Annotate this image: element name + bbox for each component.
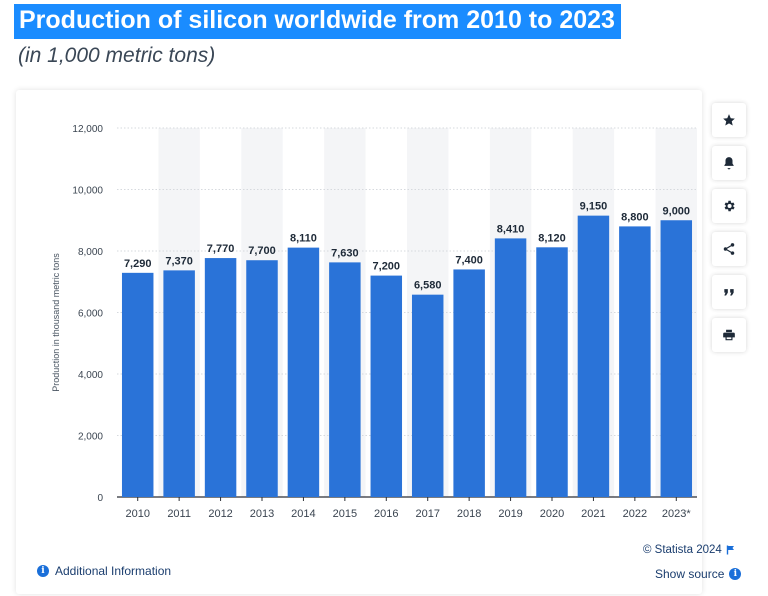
bar <box>370 275 403 497</box>
additional-information-link[interactable]: i Additional Information <box>37 564 171 578</box>
x-tick-label: 2018 <box>457 508 481 520</box>
bar <box>453 269 485 497</box>
x-tick-label: 2010 <box>125 508 149 520</box>
bell-icon <box>724 157 734 170</box>
flag-icon <box>726 545 734 555</box>
bar-chart: 0 2,000 4,000 6,000 8,000 10,000 12,000 Product… <box>51 124 697 520</box>
bar <box>494 238 527 497</box>
favorite-button[interactable] <box>712 103 746 137</box>
x-tick-label: 2014 <box>291 508 315 520</box>
bar <box>619 226 651 497</box>
data-label: 7,400 <box>455 254 483 266</box>
info-icon: i <box>37 565 49 577</box>
x-tick-label: 2015 <box>333 508 357 520</box>
y-tick-label: 4,000 <box>78 370 103 381</box>
gear-icon <box>724 200 735 212</box>
quote-icon <box>724 289 734 296</box>
y-tick-label: 0 <box>97 493 103 504</box>
bar <box>411 294 444 497</box>
x-tick-label: 2012 <box>208 508 232 520</box>
y-tick-label: 2,000 <box>78 432 103 443</box>
bar <box>329 262 361 497</box>
x-tick-label: 2023* <box>662 508 691 520</box>
bar <box>246 260 278 497</box>
info-icon: i <box>729 568 742 580</box>
star-icon <box>723 114 735 126</box>
data-label: 7,700 <box>248 245 276 257</box>
bar <box>121 272 154 497</box>
bar <box>287 247 320 497</box>
print-button[interactable] <box>712 318 746 352</box>
x-tick-label: 2016 <box>374 508 398 520</box>
data-label: 9,150 <box>580 201 608 213</box>
bar <box>163 270 195 497</box>
data-label: 8,800 <box>621 211 649 223</box>
bar <box>660 220 693 497</box>
page-title: Production of silicon worldwide from 201… <box>14 4 621 39</box>
bar <box>536 247 568 497</box>
data-label: 9,000 <box>663 205 691 217</box>
additional-information-label: Additional Information <box>55 564 172 578</box>
print-icon <box>723 329 735 341</box>
x-tick-label: 2019 <box>498 508 522 520</box>
settings-button[interactable] <box>712 189 746 223</box>
data-label: 8,120 <box>538 232 566 244</box>
chart-card: 0 2,000 4,000 6,000 8,000 10,000 12,000 Product… <box>16 90 702 594</box>
data-label: 7,290 <box>124 258 152 270</box>
data-label: 7,630 <box>331 247 359 259</box>
x-tick-label: 2017 <box>415 508 439 520</box>
y-axis-title: Production in thousand metric tons <box>51 253 61 392</box>
data-label: 8,410 <box>497 223 525 235</box>
y-tick-label: 6,000 <box>78 309 103 320</box>
y-tick-label: 12,000 <box>72 124 103 135</box>
data-label: 8,110 <box>290 233 317 245</box>
data-label: 6,580 <box>414 280 442 292</box>
show-source-link[interactable]: Show source i <box>655 567 742 581</box>
data-label: 7,370 <box>165 255 193 267</box>
bar <box>204 258 237 497</box>
share-button[interactable] <box>712 232 746 266</box>
x-tick-label: 2022 <box>623 508 647 520</box>
y-tick-label: 10,000 <box>72 186 103 197</box>
bar <box>577 215 610 497</box>
x-tick-label: 2021 <box>581 508 605 520</box>
x-tick-label: 2013 <box>250 508 274 520</box>
copyright-text: © Statista 2024 <box>643 544 722 556</box>
notification-button[interactable] <box>712 146 746 180</box>
x-tick-label: 2011 <box>167 508 191 520</box>
page-subtitle: (in 1,000 metric tons) <box>18 44 216 67</box>
share-icon <box>723 243 735 255</box>
data-label: 7,770 <box>207 243 235 255</box>
y-tick-label: 8,000 <box>78 247 103 258</box>
x-tick-label: 2020 <box>540 508 564 520</box>
cite-button[interactable] <box>712 275 746 309</box>
show-source-label: Show source <box>655 567 725 581</box>
statista-copyright[interactable]: © Statista 2024 <box>643 544 736 556</box>
data-label: 7,200 <box>373 261 401 273</box>
